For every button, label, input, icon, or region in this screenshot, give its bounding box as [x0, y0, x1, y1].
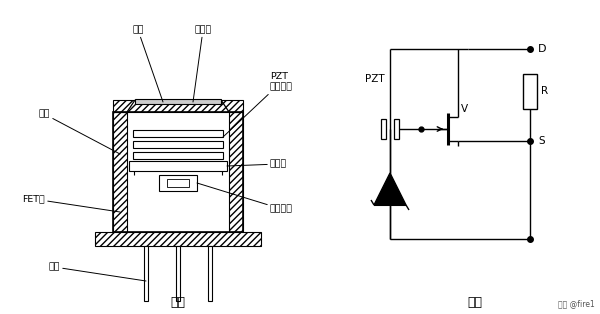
Text: 支承环: 支承环 [227, 160, 287, 169]
Bar [208, 246, 212, 301]
Text: PZT: PZT [365, 74, 385, 84]
Text: R: R [541, 86, 548, 96]
Text: 电路元件: 电路元件 [197, 183, 293, 214]
Text: 滤光片: 滤光片 [193, 25, 212, 102]
Bar [133, 130, 223, 137]
Bar [167, 179, 189, 187]
Bar [394, 119, 399, 139]
Bar [135, 99, 221, 104]
Text: V: V [461, 104, 468, 114]
Bar [159, 175, 197, 191]
Text: 头条 @fire1: 头条 @fire1 [558, 299, 595, 308]
Text: 外壳: 外壳 [38, 110, 120, 154]
Bar [95, 232, 261, 246]
Text: PZT
热电元件: PZT 热电元件 [223, 72, 293, 137]
Text: 结构: 结构 [170, 295, 185, 308]
Text: 电路: 电路 [467, 295, 482, 308]
Bar [113, 100, 243, 112]
Bar [133, 152, 223, 159]
Text: S: S [538, 136, 545, 146]
Text: D: D [538, 44, 547, 54]
Polygon shape [374, 173, 406, 205]
Text: FET管: FET管 [22, 194, 120, 212]
Bar [176, 246, 180, 301]
Bar [129, 161, 227, 171]
Bar [144, 246, 148, 301]
Bar [133, 141, 223, 148]
Bar [229, 112, 243, 232]
Bar [113, 112, 127, 232]
Text: 引脚: 引脚 [49, 263, 146, 281]
Bar [113, 112, 243, 232]
Bar [523, 74, 537, 109]
Bar [381, 119, 386, 139]
Text: 窗口: 窗口 [132, 25, 163, 102]
